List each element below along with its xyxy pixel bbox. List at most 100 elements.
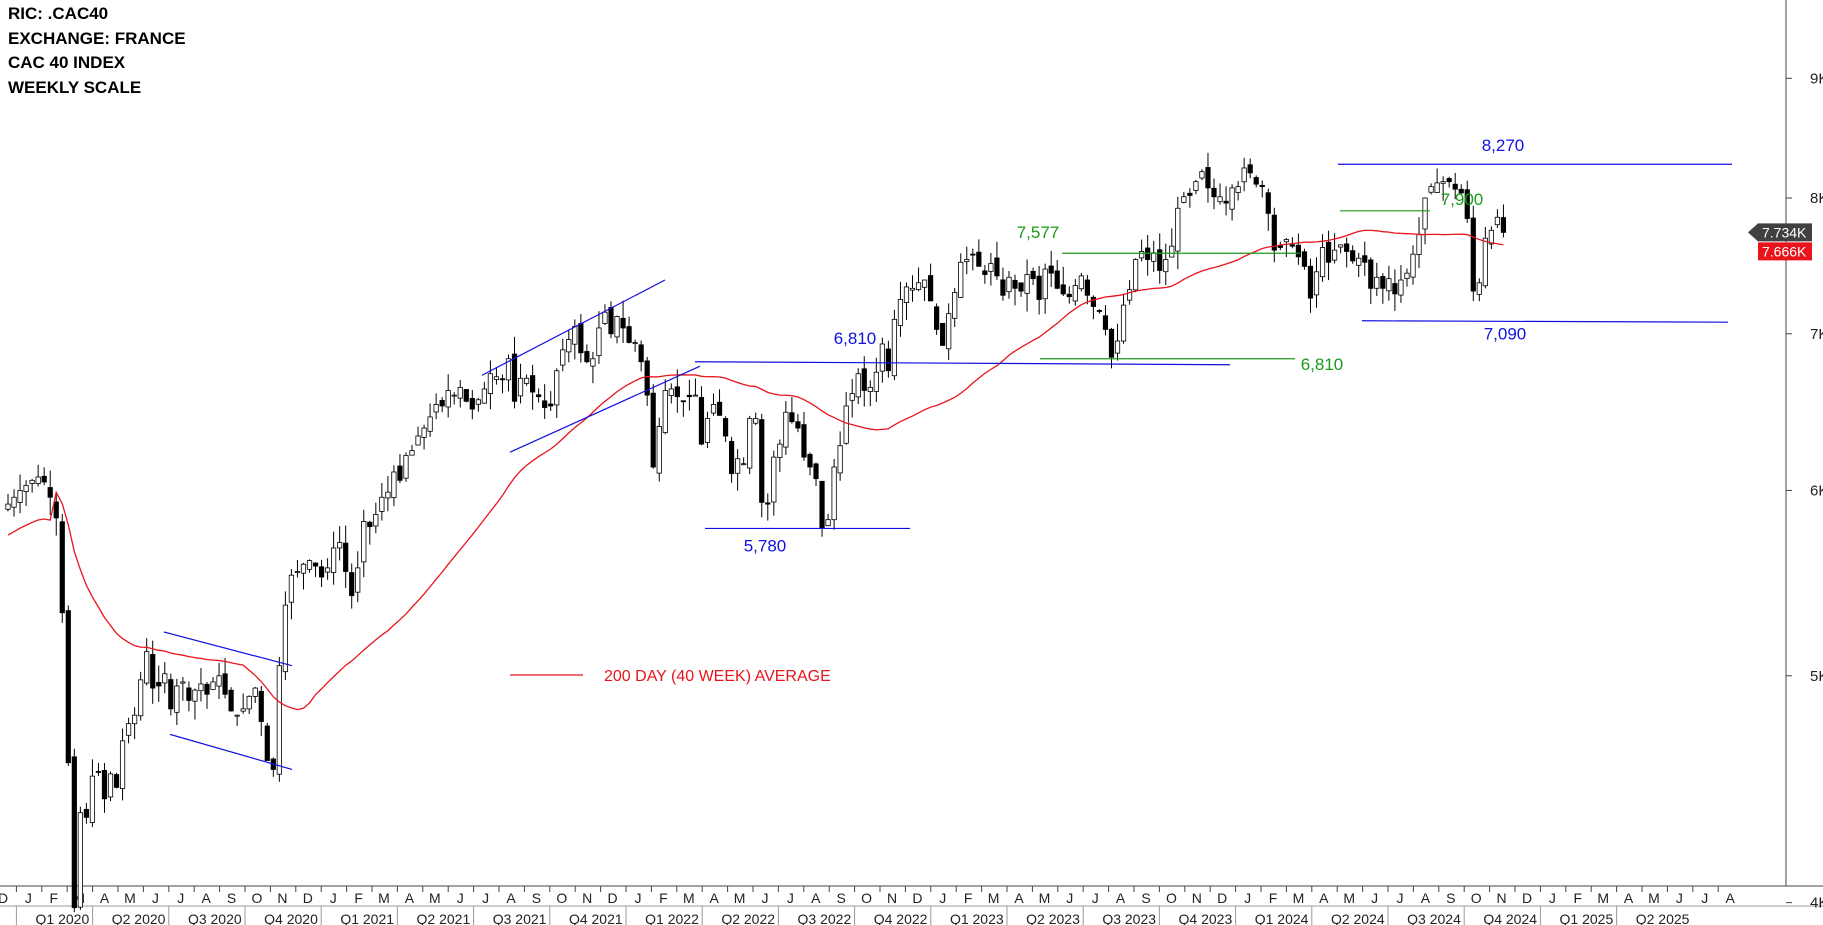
candle-body — [433, 404, 439, 413]
candle-body — [1024, 274, 1030, 294]
x-month-label: N — [277, 890, 287, 906]
candle-body — [180, 681, 186, 684]
candle-body — [1175, 207, 1181, 252]
candle-body — [650, 392, 656, 468]
moving-average-line — [7, 229, 1504, 711]
candle-body — [41, 475, 47, 483]
candle-body — [747, 418, 753, 469]
candle-body — [240, 708, 246, 712]
candle-body — [614, 316, 620, 338]
candle-body — [825, 519, 831, 527]
x-month-label: F — [50, 890, 59, 906]
candle-body — [47, 487, 53, 498]
candle-body — [1211, 187, 1217, 198]
x-month-label: D — [303, 890, 313, 906]
candle-body — [638, 344, 644, 363]
x-quarter-label: Q2 2020 — [112, 911, 166, 925]
candle-body — [1006, 276, 1012, 293]
x-month-label: M — [1343, 890, 1355, 906]
candle-body — [391, 471, 397, 499]
candle-body — [1205, 167, 1211, 189]
x-month-label: N — [1497, 890, 1507, 906]
candle-body — [698, 397, 705, 445]
candle-body — [415, 435, 421, 446]
candle-body — [246, 695, 252, 710]
candle-body — [934, 306, 940, 330]
x-quarter-label: Q3 2022 — [798, 911, 852, 925]
candle-body — [186, 687, 192, 701]
candle-body — [952, 292, 958, 319]
candle-body — [855, 373, 861, 398]
candle-body — [626, 326, 632, 343]
candle-body — [29, 479, 35, 484]
x-month-label: F — [964, 890, 973, 906]
candle-body — [457, 387, 463, 399]
candle-body — [1048, 265, 1054, 274]
candle-body — [940, 322, 946, 346]
candle-body — [1102, 315, 1109, 330]
x-month-label: M — [378, 890, 390, 906]
x-month-label: F — [1269, 890, 1278, 906]
candle-body — [662, 390, 668, 433]
x-month-label: N — [887, 890, 897, 906]
candle-body — [674, 386, 680, 398]
x-month-label: A — [405, 890, 415, 906]
candle-body — [1126, 289, 1133, 301]
x-quarter-label: Q1 2023 — [950, 911, 1004, 925]
candle-body — [795, 421, 801, 429]
candle-body — [632, 342, 638, 344]
candle-body — [1060, 284, 1066, 295]
x-month-label: A — [1014, 890, 1024, 906]
candle-body — [198, 683, 204, 692]
candle-body — [126, 723, 132, 736]
candle-body — [885, 348, 891, 372]
x-month-label: J — [457, 890, 464, 906]
last-price-text: 7.734K — [1762, 224, 1807, 240]
candle-body — [584, 351, 590, 363]
candle-body — [1187, 192, 1193, 196]
x-month-label: M — [1648, 890, 1660, 906]
x-quarter-label: Q2 2024 — [1331, 911, 1385, 925]
candle-body — [1368, 259, 1374, 289]
candle-body — [499, 378, 506, 381]
candle-body — [1229, 187, 1235, 210]
x-month-label: M — [1293, 890, 1305, 906]
y-tick-label: 9K — [1810, 70, 1823, 87]
candle-body — [548, 403, 554, 407]
candle-body — [946, 313, 952, 350]
x-month-label: N — [582, 890, 592, 906]
x-month-label: M — [988, 890, 1000, 906]
level-annotation: 7,090 — [1484, 325, 1527, 344]
candle-body — [1235, 186, 1241, 193]
x-month-label: S — [532, 890, 541, 906]
candle-body — [174, 685, 180, 713]
x-month-label: A — [506, 890, 516, 906]
candle-body — [861, 368, 867, 391]
x-month-label: J — [1549, 890, 1556, 906]
candle-body — [1072, 285, 1078, 302]
x-month-label: A — [1726, 890, 1736, 906]
scale-label: WEEKLY SCALE — [8, 77, 142, 97]
candle-body — [451, 394, 457, 397]
candle-body — [89, 775, 96, 823]
candle-body — [1036, 275, 1042, 300]
candle-body — [276, 665, 282, 775]
candle-body — [1253, 177, 1259, 185]
candle-body — [1199, 171, 1205, 179]
candle-body — [578, 323, 584, 354]
candle-body — [463, 389, 469, 402]
x-month-label: A — [1319, 890, 1329, 906]
candle-body — [813, 463, 819, 480]
candle-body — [517, 377, 524, 397]
candle-body — [168, 679, 174, 710]
candle-body — [536, 394, 542, 398]
candle-body — [349, 572, 355, 597]
support-line-6810 — [694, 361, 1231, 366]
level-annotation: 8,270 — [1482, 136, 1525, 155]
candle-body — [1157, 249, 1163, 271]
x-month-label: A — [811, 890, 821, 906]
candle-body — [282, 604, 288, 673]
x-month-label: M — [124, 890, 136, 906]
channel-upper-2021 — [481, 279, 666, 376]
